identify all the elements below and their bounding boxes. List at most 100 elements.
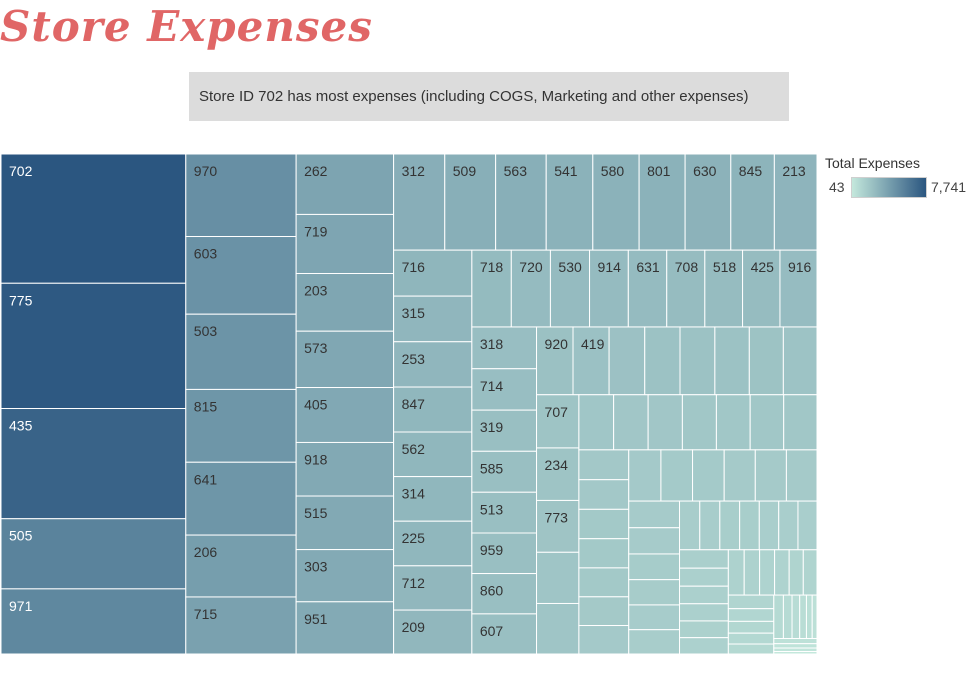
treemap-cell[interactable]: 206 (185, 534, 297, 598)
treemap-cell[interactable] (783, 394, 818, 451)
treemap-cell[interactable]: 845 (730, 153, 775, 251)
treemap-cell[interactable] (692, 449, 725, 502)
treemap-cell[interactable]: 541 (545, 153, 594, 251)
treemap-cell[interactable] (727, 620, 775, 634)
treemap-cell[interactable]: 573 (295, 330, 395, 389)
treemap-cell[interactable] (778, 500, 799, 551)
treemap-cell[interactable] (679, 549, 729, 569)
treemap-cell[interactable] (699, 500, 721, 551)
treemap-cell[interactable]: 641 (185, 461, 297, 536)
treemap-cell[interactable] (578, 596, 630, 627)
treemap-cell[interactable]: 719 (295, 213, 395, 275)
treemap-cell[interactable] (628, 500, 681, 529)
treemap-cell[interactable] (774, 549, 790, 596)
treemap-cell[interactable] (578, 508, 630, 540)
treemap-cell[interactable] (727, 632, 775, 645)
treemap-cell[interactable] (660, 449, 694, 502)
treemap-cell[interactable] (785, 449, 818, 502)
treemap-cell[interactable]: 262 (295, 153, 395, 215)
treemap-cell[interactable] (714, 326, 750, 396)
treemap-cell[interactable] (754, 449, 787, 502)
treemap-cell[interactable] (773, 643, 818, 649)
treemap-cell[interactable]: 253 (393, 341, 473, 388)
treemap-cell[interactable]: 702 (0, 153, 187, 284)
treemap-cell[interactable] (739, 500, 760, 551)
treemap-cell[interactable]: 225 (393, 520, 473, 567)
treemap-cell[interactable] (628, 629, 681, 655)
treemap-cell[interactable] (578, 625, 630, 655)
treemap-cell[interactable]: 914 (589, 249, 629, 328)
treemap-cell[interactable]: 314 (393, 476, 473, 522)
treemap-cell[interactable] (608, 326, 646, 396)
treemap-cell[interactable]: 707 (536, 394, 580, 449)
treemap-cell[interactable]: 405 (295, 387, 395, 443)
treemap-cell[interactable] (628, 579, 681, 606)
treemap-cell[interactable]: 580 (592, 153, 640, 251)
treemap-cell[interactable] (773, 638, 818, 645)
treemap-cell[interactable] (719, 500, 741, 551)
treemap-cell[interactable] (578, 479, 630, 510)
treemap-cell[interactable] (679, 500, 701, 551)
treemap-cell[interactable]: 603 (185, 236, 297, 315)
treemap-cell[interactable] (628, 527, 681, 555)
treemap-cell[interactable] (782, 594, 793, 640)
treemap-cell[interactable] (759, 549, 776, 596)
treemap-cell[interactable]: 318 (471, 326, 538, 370)
treemap-cell[interactable]: 716 (393, 249, 473, 297)
treemap-cell[interactable]: 631 (627, 249, 668, 328)
treemap-cell[interactable]: 970 (185, 153, 297, 238)
treemap-cell[interactable]: 203 (295, 273, 395, 332)
treemap-cell[interactable]: 419 (572, 326, 610, 396)
treemap-cell[interactable] (628, 553, 681, 581)
treemap-cell[interactable]: 319 (471, 409, 538, 452)
treemap-cell[interactable]: 562 (393, 431, 473, 478)
treemap-cell[interactable]: 715 (185, 596, 297, 655)
treemap-cell[interactable]: 515 (295, 495, 395, 551)
treemap-cell[interactable]: 530 (549, 249, 591, 328)
treemap-cell[interactable]: 315 (393, 295, 473, 343)
treemap-cell[interactable]: 503 (185, 313, 297, 390)
treemap-cell[interactable]: 920 (536, 326, 574, 396)
treemap-cell[interactable] (644, 326, 681, 396)
treemap-cell[interactable] (578, 449, 630, 481)
treemap-cell[interactable]: 971 (0, 588, 187, 655)
treemap-cell[interactable] (578, 538, 630, 569)
treemap-cell[interactable]: 916 (779, 249, 818, 328)
treemap-cell[interactable]: 209 (393, 609, 473, 655)
treemap-cell[interactable] (679, 620, 729, 639)
treemap-cell[interactable] (797, 500, 818, 551)
treemap-cell[interactable] (723, 449, 756, 502)
treemap-cell[interactable] (647, 394, 683, 451)
treemap-cell[interactable]: 585 (471, 450, 538, 493)
treemap-cell[interactable]: 213 (773, 153, 818, 251)
treemap-cell[interactable]: 425 (742, 249, 781, 328)
treemap-cell[interactable] (628, 449, 662, 502)
treemap-cell[interactable] (679, 326, 716, 396)
treemap-cell[interactable] (748, 326, 784, 396)
treemap-cell[interactable] (758, 500, 780, 551)
treemap-cell[interactable]: 959 (471, 532, 538, 575)
treemap-cell[interactable] (628, 604, 681, 631)
treemap-cell[interactable] (679, 637, 729, 655)
treemap-cell[interactable]: 951 (295, 601, 395, 655)
treemap-cell[interactable]: 513 (471, 491, 538, 534)
treemap-cell[interactable] (811, 594, 818, 640)
treemap-cell[interactable] (727, 643, 775, 655)
treemap-cell[interactable]: 860 (471, 573, 538, 615)
treemap-cell[interactable]: 505 (0, 518, 187, 590)
treemap-cell[interactable] (727, 608, 775, 622)
treemap-cell[interactable] (727, 594, 775, 610)
treemap-cell[interactable]: 563 (495, 153, 547, 251)
treemap-cell[interactable] (791, 594, 801, 640)
treemap-cell[interactable] (782, 326, 818, 396)
treemap-cell[interactable] (743, 549, 761, 596)
treemap-cell[interactable] (799, 594, 807, 640)
treemap-cell[interactable] (749, 394, 785, 451)
treemap-cell[interactable]: 918 (295, 441, 395, 497)
treemap-cell[interactable] (679, 567, 729, 587)
treemap-cell[interactable] (681, 394, 717, 451)
treemap-cell[interactable] (773, 651, 818, 655)
treemap-cell[interactable] (679, 603, 729, 622)
treemap-cell[interactable] (679, 585, 729, 605)
treemap-cell[interactable]: 509 (444, 153, 497, 251)
